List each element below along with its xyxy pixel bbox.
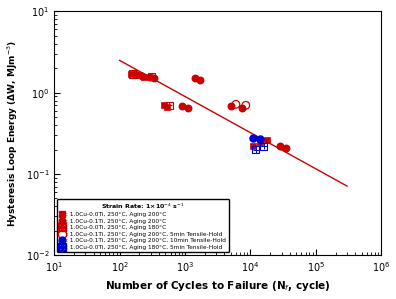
Point [261,144,267,149]
Point [179,104,185,109]
Point [243,103,249,108]
Point [147,75,153,80]
Point [283,145,289,150]
Point [191,76,198,81]
Point [185,106,191,110]
Point [148,74,155,79]
Point [276,144,283,149]
Point [151,76,158,81]
Point [164,105,170,110]
Point [233,102,239,107]
Point [130,71,136,76]
Point [128,71,134,76]
Point [141,74,148,79]
Point [228,104,234,109]
Point [161,103,168,108]
Point [250,144,256,149]
Legend: : 1.0Cu-0.0Ti, 250°C, Aging 200°C, : 1.0Cu-0.1Ti, 250°C, Aging 200°C, : 1.0Cu-0.: : 1.0Cu-0.0Ti, 250°C, Aging 200°C, : 1.0… [57,199,228,252]
Point [139,73,145,78]
Point [264,138,270,143]
Point [257,141,263,146]
Point [166,103,172,108]
Point [261,144,267,149]
Point [136,73,143,77]
Point [148,74,155,79]
Point [239,106,246,111]
Point [166,103,172,108]
Point [257,137,263,141]
Point [197,77,203,82]
Point [131,72,138,77]
Y-axis label: Hysteresis Loop Energy (ΔW, MJm$^{-3}$): Hysteresis Loop Energy (ΔW, MJm$^{-3}$) [6,40,20,227]
Point [250,135,256,140]
X-axis label: Number of Cycles to Failure (N$_f$, cycle): Number of Cycles to Failure (N$_f$, cycl… [105,280,331,293]
Point [252,147,259,152]
Point [252,147,259,152]
Point [130,71,136,76]
